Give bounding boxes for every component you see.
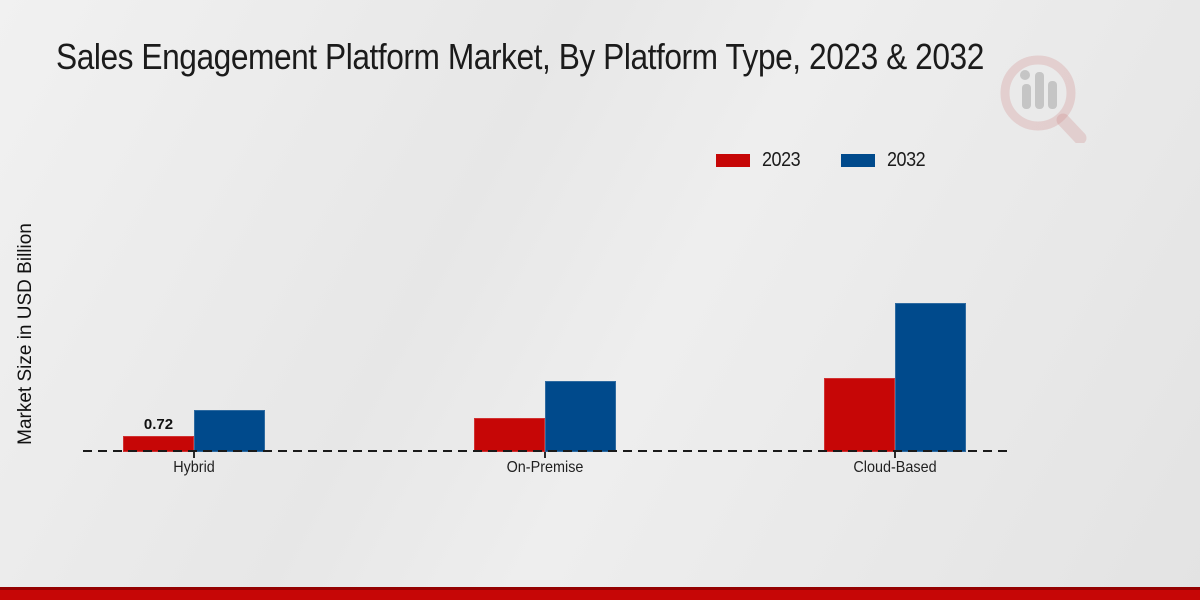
legend-swatch-2032 <box>840 154 875 167</box>
legend: 2023 2032 <box>716 149 929 172</box>
legend-label-2032: 2032 <box>886 149 926 171</box>
legend-item-2023: 2023 <box>716 149 805 172</box>
legend-swatch-2023 <box>716 154 750 167</box>
x-axis-tick <box>894 452 896 458</box>
category-label: Cloud-Based <box>853 459 937 476</box>
legend-item-2032: 2032 <box>840 149 930 172</box>
bar-cloud-based-2023 <box>824 378 895 452</box>
x-axis-dashed-line <box>83 450 1007 452</box>
bar-hybrid-2023 <box>123 436 194 452</box>
x-axis-tick <box>193 452 195 458</box>
bar-value-label: 0.72 <box>143 416 174 433</box>
bar-cloud-based-2032 <box>895 303 966 452</box>
category-label: On-Premise <box>506 459 584 476</box>
legend-label-2023: 2023 <box>762 149 801 171</box>
bar-on-premise-2032 <box>545 381 616 452</box>
footer-bar <box>0 587 1200 600</box>
category-label: Hybrid <box>173 459 215 476</box>
bar-hybrid-2032 <box>194 410 265 452</box>
bar-on-premise-2023 <box>474 418 545 452</box>
x-axis-tick <box>544 452 546 458</box>
chart-title: Sales Engagement Platform Market, By Pla… <box>56 36 984 77</box>
